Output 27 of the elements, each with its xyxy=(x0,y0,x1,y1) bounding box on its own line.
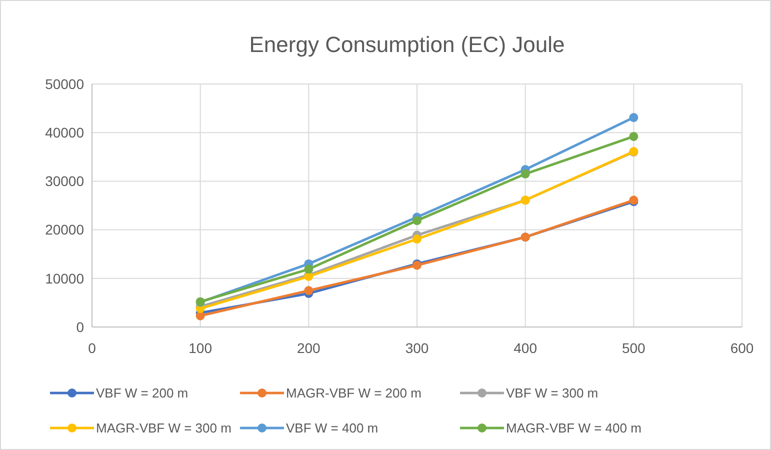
point xyxy=(412,234,422,244)
y-tick-label: 30000 xyxy=(45,173,84,190)
legend-label: MAGR-VBF W = 200 m xyxy=(286,386,422,401)
legend-label: VBF W = 300 m xyxy=(506,386,598,401)
point xyxy=(304,286,314,296)
x-tick-label: 500 xyxy=(622,340,646,356)
point xyxy=(629,132,638,141)
y-tick-label: 10000 xyxy=(45,270,84,286)
x-tick-label: 200 xyxy=(296,340,321,356)
point xyxy=(412,216,422,226)
chart-title: Energy Consumption (EC) Joule xyxy=(249,32,565,57)
legend-label: VBF W = 400 m xyxy=(286,420,378,436)
point xyxy=(520,169,530,178)
legend-label: MAGR-VBF W = 300 m xyxy=(96,420,232,436)
x-tick-label: 600 xyxy=(730,340,754,356)
point xyxy=(304,264,314,274)
x-tick-label: 0 xyxy=(88,340,96,356)
legend-label: MAGR-VBF W = 400 m xyxy=(506,420,642,436)
y-tick-label: 50000 xyxy=(45,76,84,92)
x-tick-label: 300 xyxy=(405,340,429,356)
y-tick-label: 0 xyxy=(76,318,84,335)
legend-label: VBF W = 200 m xyxy=(96,386,188,401)
x-tick-label: 100 xyxy=(188,340,212,356)
x-tick-label: 400 xyxy=(514,340,538,356)
y-tick-label: 40000 xyxy=(45,124,84,140)
y-tick-label: 20000 xyxy=(45,222,84,238)
point xyxy=(629,113,638,122)
